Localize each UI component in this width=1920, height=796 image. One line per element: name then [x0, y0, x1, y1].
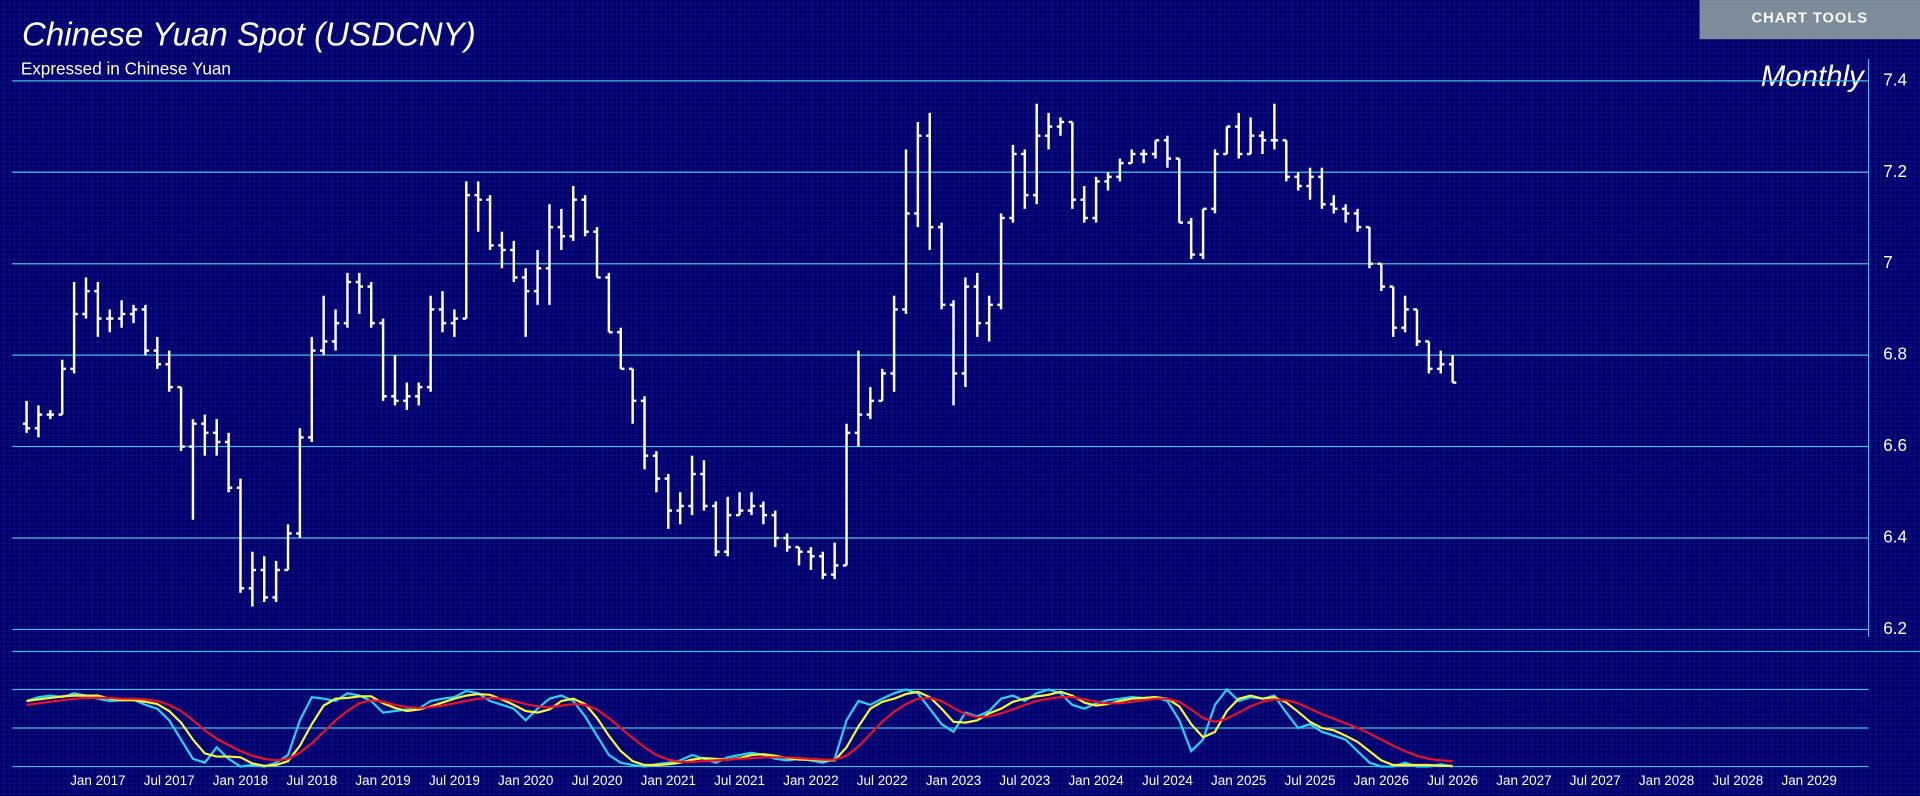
x-tick-label: Jan 2022: [783, 773, 838, 788]
x-tick-label: Jan 2029: [1781, 773, 1836, 788]
button-background[interactable]: [1699, 0, 1920, 40]
x-tick-label: Jul 2017: [144, 773, 195, 788]
chart-subtitle: Expressed in Chinese Yuan: [21, 58, 231, 78]
x-tick-label: Jul 2018: [286, 773, 337, 788]
x-tick-label: Jul 2020: [572, 773, 623, 788]
y-tick-label: 7: [1883, 252, 1893, 272]
y-tick-label: 6.6: [1883, 435, 1907, 455]
x-tick-label: Jul 2023: [999, 773, 1050, 788]
y-tick-label: 6.4: [1883, 527, 1907, 547]
y-tick-label: 6.2: [1883, 618, 1907, 638]
chart-tools-button[interactable]: CHART TOOLS: [1699, 0, 1920, 40]
x-tick-label: Jul 2022: [857, 773, 908, 788]
x-tick-label: Jul 2028: [1712, 773, 1763, 788]
x-tick-label: Jan 2026: [1354, 773, 1409, 788]
x-tick-label: Jul 2026: [1427, 773, 1478, 788]
x-tick-label: Jan 2018: [213, 773, 268, 788]
x-tick-label: Jan 2027: [1496, 773, 1551, 788]
button-label[interactable]: CHART TOOLS: [1751, 10, 1868, 26]
x-tick-label: Jan 2023: [926, 773, 981, 788]
x-tick-label: Jan 2019: [355, 773, 410, 788]
x-tick-label: Jul 2021: [714, 773, 765, 788]
indicator-line: [26, 696, 1453, 764]
x-tick-label: Jan 2021: [641, 773, 696, 788]
period-label: Monthly: [1761, 60, 1866, 93]
x-tick-label: Jan 2020: [498, 773, 553, 788]
x-tick-label: Jan 2024: [1068, 773, 1124, 788]
x-tick-label: Jan 2028: [1639, 773, 1694, 788]
y-tick-label: 7.2: [1883, 161, 1907, 181]
x-tick-label: Jul 2024: [1142, 773, 1193, 788]
y-tick-label: 7.4: [1883, 69, 1907, 89]
x-tick-label: Jan 2025: [1211, 773, 1266, 788]
x-tick-label: Jan 2017: [70, 773, 125, 788]
y-tick-label: 6.8: [1883, 344, 1907, 364]
x-tick-label: Jul 2025: [1285, 773, 1336, 788]
x-tick-label: Jul 2027: [1570, 773, 1621, 788]
x-tick-label: Jul 2019: [429, 773, 480, 788]
chart-title: Chinese Yuan Spot (USDCNY): [22, 17, 476, 54]
